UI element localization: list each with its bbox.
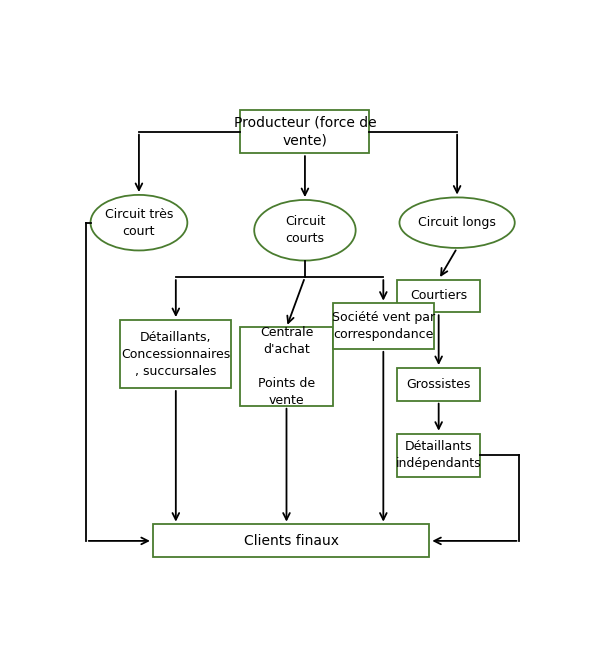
Text: Centrale
d'achat

Points de
vente: Centrale d'achat Points de vente: [258, 326, 315, 407]
FancyBboxPatch shape: [397, 279, 480, 312]
Ellipse shape: [90, 195, 187, 251]
Text: Détaillants
indépendants: Détaillants indépendants: [396, 440, 481, 470]
FancyBboxPatch shape: [397, 368, 480, 401]
Text: Producteur (force de
vente): Producteur (force de vente): [234, 115, 376, 148]
FancyBboxPatch shape: [240, 327, 333, 406]
Text: Grossistes: Grossistes: [406, 378, 471, 391]
Text: Détaillants,
Concessionnaires
, succursales: Détaillants, Concessionnaires , succursa…: [121, 331, 230, 377]
Ellipse shape: [399, 197, 515, 248]
FancyBboxPatch shape: [121, 320, 231, 388]
Ellipse shape: [254, 200, 356, 260]
FancyBboxPatch shape: [240, 110, 369, 154]
Text: Courtiers: Courtiers: [410, 289, 467, 302]
FancyBboxPatch shape: [333, 304, 434, 349]
Text: Clients finaux: Clients finaux: [243, 534, 339, 548]
FancyBboxPatch shape: [153, 525, 430, 558]
Text: Circuit
courts: Circuit courts: [285, 215, 325, 245]
Text: Circuit très
court: Circuit très court: [105, 208, 173, 237]
Text: Circuit longs: Circuit longs: [418, 216, 496, 229]
Text: Société vent par
correspondance: Société vent par correspondance: [332, 311, 435, 341]
FancyBboxPatch shape: [397, 434, 480, 476]
